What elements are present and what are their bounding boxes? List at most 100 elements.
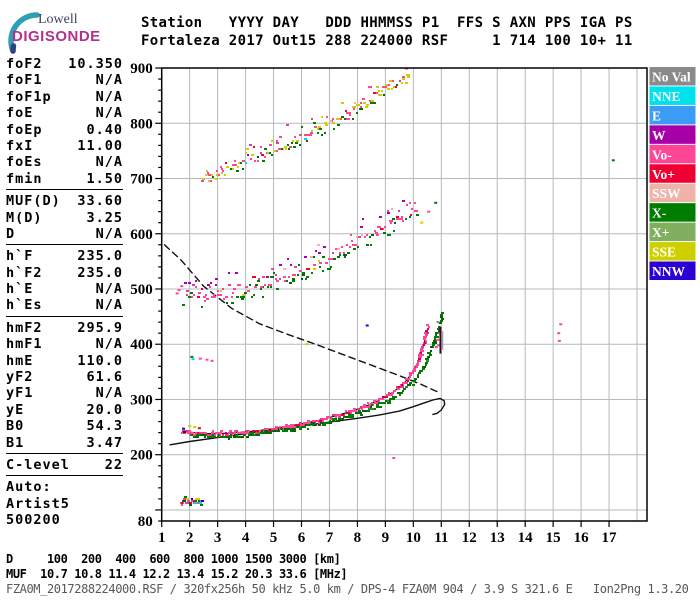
stray-echo-dot bbox=[205, 358, 209, 361]
echo-trace-dots bbox=[191, 498, 204, 502]
param-value: 0.40 bbox=[86, 121, 123, 138]
param-label: D bbox=[6, 225, 16, 242]
legend-label: W bbox=[652, 128, 666, 143]
station-header: Station YYYY DAY DDD HHMMSS P1 FFS S AXN… bbox=[141, 15, 633, 50]
legend-swatch bbox=[649, 261, 696, 280]
param-value: N/A bbox=[95, 281, 123, 298]
echo-trace-dots bbox=[183, 500, 192, 506]
echo-trace-dots bbox=[283, 208, 393, 270]
param-row: yE 20.0 bbox=[6, 402, 123, 418]
x-tick-label: 9 bbox=[382, 530, 390, 546]
echo-trace-dots bbox=[181, 324, 430, 436]
stray-echo-dot bbox=[434, 346, 438, 348]
param-row: M(D) 3.25 bbox=[6, 210, 123, 226]
param-value: N/A bbox=[95, 297, 123, 314]
echo-trace-dots bbox=[191, 312, 444, 438]
param-label: 500200 bbox=[6, 512, 61, 529]
muf-row: MUF 10.7 10.8 11.4 12.2 13.4 15.2 20.3 3… bbox=[6, 566, 348, 581]
param-value: 33.60 bbox=[77, 193, 123, 210]
x-tick-label: 13 bbox=[490, 530, 505, 546]
legend-swatch bbox=[649, 183, 696, 203]
y-tick-label: 600 bbox=[130, 227, 153, 243]
stray-echo-dot bbox=[436, 338, 440, 341]
echo-trace-dots bbox=[201, 76, 405, 182]
param-row: B0 54.3 bbox=[6, 418, 123, 434]
stray-echo-dot bbox=[437, 332, 441, 335]
param-value: N/A bbox=[95, 225, 123, 242]
echo-trace-dots bbox=[191, 202, 418, 302]
stray-echo-dot bbox=[193, 426, 197, 429]
y-tick-label: 900 bbox=[130, 61, 153, 77]
echo-trace-dots bbox=[190, 314, 443, 436]
parameter-group: h`F 235.0 h`F2 235.0 h`E N/A h`Es N/A bbox=[6, 247, 123, 317]
param-label: Artist5 bbox=[6, 495, 70, 512]
echo-trace-dots bbox=[225, 86, 397, 164]
header-station-values: Fortaleza 2017 Out15 288 224000 RSF 1 71… bbox=[141, 32, 633, 49]
legend-swatch bbox=[649, 125, 696, 144]
artist-fitted-trace bbox=[182, 335, 427, 435]
logo-arc-icon bbox=[8, 12, 40, 54]
stray-echo-dot bbox=[436, 321, 440, 324]
echo-trace-dots bbox=[186, 498, 200, 500]
echo-trace-dots bbox=[226, 222, 396, 304]
stray-echo-dot bbox=[392, 457, 396, 459]
stray-echo-dot bbox=[557, 339, 561, 342]
x-tick-label: 16 bbox=[574, 530, 590, 546]
stray-echo-dot bbox=[557, 332, 561, 335]
echo-trace-dots bbox=[182, 332, 429, 436]
parameter-group: hmF2 295.9 hmF1 N/A hmE 110.0 yF2 61.6 yF1 N/A yE 2… bbox=[6, 319, 123, 454]
param-row: h`F2 235.0 bbox=[6, 265, 123, 281]
param-value: 3.25 bbox=[86, 209, 123, 226]
x-tick-label: 8 bbox=[354, 530, 362, 546]
param-row: fxI 11.00 bbox=[6, 138, 123, 154]
stray-echo-dot bbox=[365, 324, 369, 327]
legend-label: Vo- bbox=[652, 147, 672, 162]
legend-label: NNE bbox=[652, 89, 681, 104]
header-column-labels: Station YYYY DAY DDD HHMMSS P1 FFS S AXN… bbox=[141, 15, 633, 31]
footer-readouts: D 100 200 400 600 800 1000 1500 3000 [km… bbox=[6, 552, 689, 596]
distance-row: D 100 200 400 600 800 1000 1500 3000 [km… bbox=[6, 552, 341, 566]
stray-echo-dot bbox=[190, 355, 194, 358]
param-value: 1.50 bbox=[86, 170, 123, 187]
stray-echo-dot bbox=[611, 159, 615, 162]
param-value: N/A bbox=[95, 72, 123, 89]
legend-swatch bbox=[649, 67, 696, 86]
parameter-group: Auto: Artist5 500200 bbox=[6, 478, 123, 530]
param-label: foEp bbox=[6, 121, 43, 138]
stray-echo-dot bbox=[188, 425, 192, 427]
stray-echo-dot bbox=[175, 292, 179, 295]
stray-echo-dot bbox=[437, 344, 440, 347]
param-row: MUF(D) 33.60 bbox=[6, 193, 123, 209]
x-tick-label: 15 bbox=[546, 530, 561, 546]
param-row: 500200 bbox=[6, 512, 123, 528]
logo-digisonde-text: DIGISONDE bbox=[12, 28, 101, 45]
param-row: foEs N/A bbox=[6, 154, 123, 170]
stray-echo-dot bbox=[182, 427, 185, 430]
x-tick-label: 4 bbox=[242, 530, 250, 546]
param-label: foF2 bbox=[6, 56, 43, 72]
legend-label: SSE bbox=[652, 245, 676, 260]
legend-swatch bbox=[649, 105, 696, 125]
param-row: foF1p N/A bbox=[6, 89, 123, 105]
stray-echo-dot bbox=[434, 201, 438, 204]
x-tick-label: 6 bbox=[298, 530, 306, 546]
param-value: 61.6 bbox=[86, 369, 123, 386]
echo-trace-dots bbox=[194, 502, 202, 504]
param-row: hmE 110.0 bbox=[6, 353, 123, 369]
stray-echo-dot bbox=[197, 427, 201, 430]
stray-echo-dot bbox=[198, 357, 202, 360]
param-label: h`F bbox=[6, 248, 34, 265]
param-row: C-level 22 bbox=[6, 457, 123, 473]
param-value: 235.0 bbox=[77, 248, 123, 265]
x-tick-label: 10 bbox=[406, 530, 421, 546]
stray-echo-dot bbox=[559, 323, 563, 326]
param-value: 3.47 bbox=[86, 434, 123, 451]
param-row: B1 3.47 bbox=[6, 435, 123, 451]
stray-echo-dot bbox=[177, 289, 181, 292]
param-value: N/A bbox=[95, 385, 123, 402]
echo-trace-dots bbox=[205, 102, 356, 176]
param-label: B0 bbox=[6, 418, 25, 435]
param-label: M(D) bbox=[6, 209, 43, 226]
